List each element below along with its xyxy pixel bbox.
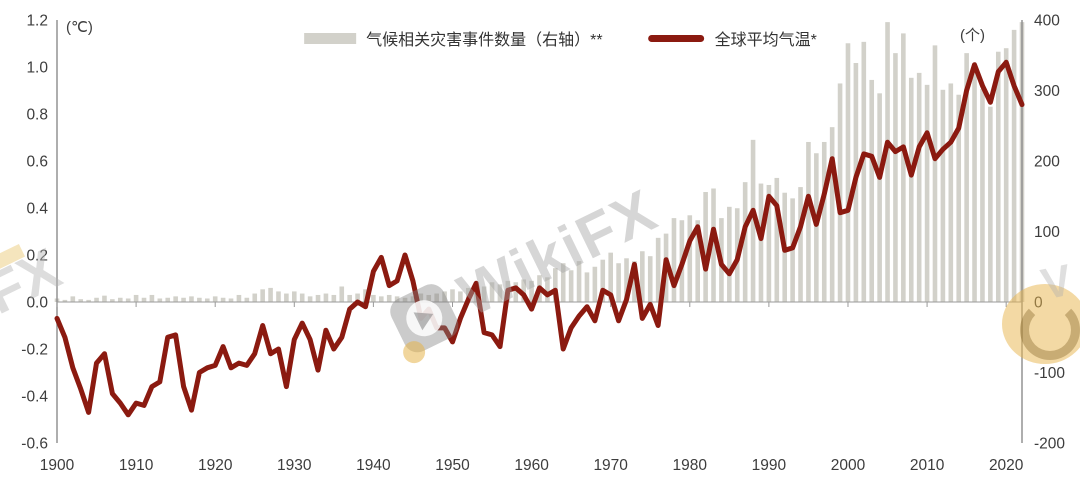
svg-text:1910: 1910 — [119, 457, 154, 474]
svg-text:0.8: 0.8 — [26, 107, 48, 124]
legend-item-disasters: 气候相关灾害事件数量（右轴）** — [304, 26, 603, 50]
svg-text:2000: 2000 — [831, 457, 866, 474]
svg-text:1940: 1940 — [356, 457, 391, 474]
svg-text:1920: 1920 — [198, 457, 233, 474]
legend-label-temperature: 全球平均气温* — [714, 32, 817, 49]
svg-text:1990: 1990 — [752, 457, 787, 474]
svg-text:2020: 2020 — [989, 457, 1024, 474]
svg-text:200: 200 — [1034, 154, 1060, 171]
svg-text:-0.6: -0.6 — [21, 436, 48, 453]
svg-text:0.4: 0.4 — [26, 201, 48, 218]
svg-text:0.0: 0.0 — [26, 295, 48, 312]
svg-text:1900: 1900 — [40, 457, 75, 474]
svg-text:2010: 2010 — [910, 457, 945, 474]
line-swatch-icon — [648, 34, 705, 42]
svg-text:-200: -200 — [1034, 436, 1065, 453]
svg-text:0.6: 0.6 — [26, 154, 48, 171]
svg-text:-0.4: -0.4 — [21, 389, 48, 406]
svg-text:-100: -100 — [1034, 365, 1065, 382]
svg-text:1960: 1960 — [514, 457, 549, 474]
svg-text:1930: 1930 — [277, 457, 312, 474]
legend-label-disasters: 气候相关灾害事件数量（右轴）** — [366, 32, 603, 49]
svg-text:300: 300 — [1034, 83, 1060, 100]
svg-text:1980: 1980 — [673, 457, 708, 474]
legend: 气候相关灾害事件数量（右轴）** 全球平均气温* — [304, 26, 817, 50]
svg-text:100: 100 — [1034, 224, 1060, 241]
svg-text:0.2: 0.2 — [26, 248, 48, 265]
bar-swatch-icon — [304, 32, 357, 44]
svg-text:-0.2: -0.2 — [21, 342, 48, 359]
svg-text:1.0: 1.0 — [26, 60, 48, 77]
left-axis-unit-label: (℃) — [66, 19, 93, 36]
svg-text:1970: 1970 — [593, 457, 628, 474]
right-axis-unit-label: (个) — [960, 27, 985, 44]
svg-text:1950: 1950 — [435, 457, 470, 474]
svg-text:0: 0 — [1034, 295, 1043, 312]
legend-item-temperature: 全球平均气温* — [648, 26, 817, 50]
svg-text:1.2: 1.2 — [26, 13, 48, 30]
svg-text:400: 400 — [1034, 13, 1060, 30]
